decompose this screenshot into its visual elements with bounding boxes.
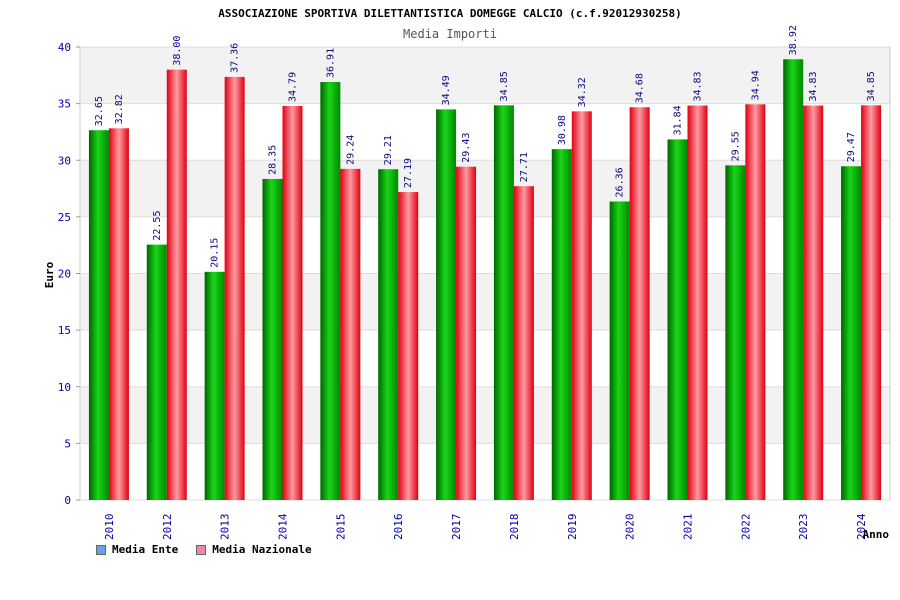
x-tick-label: 2017 bbox=[450, 514, 463, 541]
bar-media-nazionale bbox=[456, 166, 477, 500]
bar-media-ente bbox=[783, 59, 804, 501]
x-tick-label: 2020 bbox=[624, 514, 637, 541]
x-tick-label: 2021 bbox=[682, 514, 695, 541]
bar-media-nazionale bbox=[340, 168, 361, 500]
bar-media-nazionale bbox=[166, 69, 187, 501]
data-label: 29.43 bbox=[461, 133, 472, 163]
bar-media-ente bbox=[841, 166, 862, 500]
bar-media-nazionale bbox=[571, 111, 592, 501]
legend-label-nazionale: Media Nazionale bbox=[212, 543, 312, 556]
bar-media-nazionale bbox=[108, 128, 129, 500]
x-tick-label: 2014 bbox=[277, 513, 290, 540]
data-label: 20.15 bbox=[210, 238, 221, 268]
data-label: 34.83 bbox=[808, 71, 819, 101]
grid-band bbox=[80, 386, 890, 444]
x-tick-label: 2012 bbox=[161, 514, 174, 541]
legend: Media Ente Media Nazionale bbox=[96, 543, 312, 556]
y-axis-ticks: 0 5 10 15 20 25 30 35 40 bbox=[58, 41, 71, 507]
data-label: 37.36 bbox=[230, 43, 241, 73]
x-tick-label: 2016 bbox=[392, 514, 405, 541]
bar-media-nazionale bbox=[687, 105, 708, 501]
bar-media-nazionale bbox=[803, 105, 824, 501]
y-tick-label: 5 bbox=[64, 437, 71, 450]
y-tick-label: 25 bbox=[58, 211, 71, 224]
legend-item-nazionale: Media Nazionale bbox=[196, 543, 312, 556]
grid-band bbox=[80, 273, 890, 331]
bar-media-ente bbox=[320, 81, 341, 500]
grid-band bbox=[80, 160, 890, 217]
y-tick-label: 40 bbox=[58, 41, 71, 54]
x-tick-label: 2024 bbox=[855, 513, 868, 540]
chart-subtitle: Media Importi bbox=[403, 27, 497, 41]
bar-media-nazionale bbox=[398, 192, 419, 501]
data-label: 27.19 bbox=[403, 158, 414, 188]
data-label: 34.85 bbox=[499, 71, 510, 101]
x-tick-label: 2023 bbox=[797, 514, 810, 541]
data-label: 34.94 bbox=[750, 70, 761, 100]
x-axis-label: Anno bbox=[863, 528, 890, 541]
bar-media-nazionale bbox=[224, 76, 245, 500]
bar-media-nazionale bbox=[282, 106, 303, 501]
x-tick-label: 2015 bbox=[334, 514, 347, 541]
bar-media-ente bbox=[725, 165, 746, 500]
bar-media-ente bbox=[609, 201, 630, 500]
x-tick-label: 2010 bbox=[103, 514, 116, 541]
bar-media-ente bbox=[262, 178, 283, 500]
data-label: 32.82 bbox=[114, 94, 125, 124]
data-label: 34.68 bbox=[635, 73, 646, 103]
legend-swatch-ente bbox=[96, 544, 106, 555]
bar-media-ente bbox=[436, 109, 457, 500]
data-label: 29.47 bbox=[846, 132, 857, 162]
chart-title: ASSOCIAZIONE SPORTIVA DILETTANTISTICA DO… bbox=[218, 7, 682, 20]
data-label: 34.83 bbox=[693, 71, 704, 101]
data-label: 28.35 bbox=[268, 145, 279, 175]
bar-media-ente bbox=[551, 149, 572, 501]
data-label: 29.24 bbox=[345, 135, 356, 165]
bar-media-nazionale bbox=[861, 105, 882, 500]
data-label: 36.91 bbox=[325, 48, 336, 78]
y-tick-label: 15 bbox=[58, 324, 71, 337]
data-label: 26.36 bbox=[615, 167, 626, 197]
x-tick-label: 2019 bbox=[566, 514, 579, 541]
data-label: 38.00 bbox=[172, 36, 183, 66]
data-label: 30.98 bbox=[557, 115, 568, 145]
bars: 32.65 32.82 22.55 38.00 20.15 37.36 28.35 34.79… bbox=[88, 25, 882, 501]
y-tick-label: 35 bbox=[58, 98, 71, 111]
data-label: 34.85 bbox=[866, 71, 877, 101]
data-label: 29.55 bbox=[730, 131, 741, 161]
bar-media-nazionale bbox=[629, 107, 650, 501]
legend-swatch-nazionale bbox=[196, 544, 207, 555]
data-label: 29.21 bbox=[383, 135, 394, 165]
data-label: 34.79 bbox=[288, 72, 299, 102]
grid-band bbox=[80, 47, 890, 104]
data-label: 32.65 bbox=[94, 96, 105, 126]
legend-item-ente: Media Ente bbox=[96, 543, 178, 556]
bar-media-ente bbox=[667, 139, 688, 501]
y-tick-label: 10 bbox=[58, 381, 71, 394]
y-axis-label: Euro bbox=[43, 261, 56, 288]
legend-label-ente: Media Ente bbox=[112, 543, 179, 556]
data-label: 22.55 bbox=[152, 211, 163, 241]
data-label: 38.92 bbox=[788, 25, 799, 55]
data-label: 34.32 bbox=[577, 77, 588, 107]
y-tick-label: 20 bbox=[58, 268, 71, 281]
bar-media-ente bbox=[493, 105, 514, 500]
x-axis-ticks: 2010 2012 2013 2014 2015 2016 2017 2018 2019 2020… bbox=[103, 513, 868, 540]
data-label: 27.71 bbox=[519, 152, 530, 182]
bar-media-nazionale bbox=[745, 104, 766, 500]
data-label: 34.49 bbox=[441, 75, 452, 105]
y-tick-label: 0 bbox=[64, 494, 71, 507]
x-tick-label: 2022 bbox=[739, 514, 752, 541]
data-label: 31.84 bbox=[673, 105, 684, 135]
x-tick-label: 2013 bbox=[219, 514, 232, 541]
bar-media-ente bbox=[378, 169, 399, 500]
bar-media-ente bbox=[146, 244, 167, 500]
bar-media-nazionale bbox=[513, 186, 534, 500]
bar-media-ente bbox=[88, 130, 109, 500]
bar-media-ente bbox=[204, 271, 225, 500]
y-tick-label: 30 bbox=[58, 154, 71, 167]
x-tick-label: 2018 bbox=[508, 514, 521, 541]
